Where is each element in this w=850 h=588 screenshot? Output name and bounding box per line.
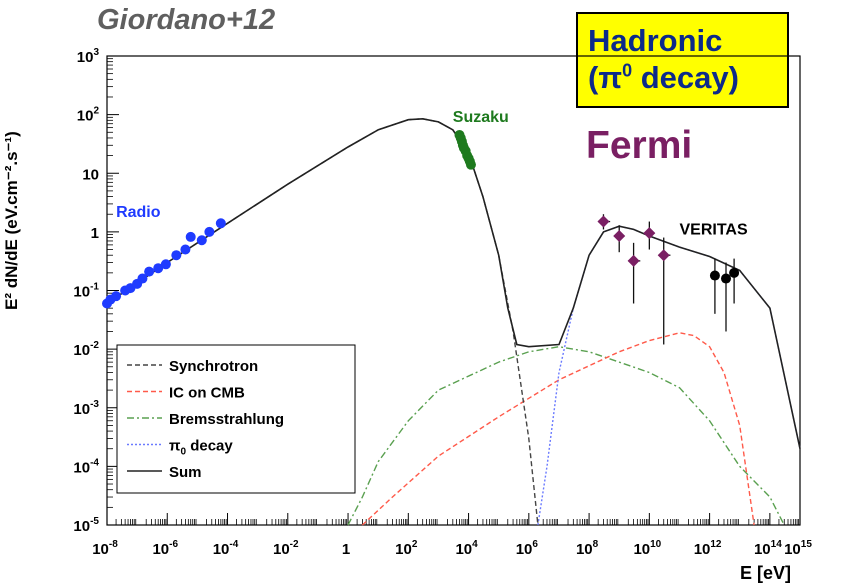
radio-point — [111, 291, 122, 302]
fermi-point — [613, 230, 626, 243]
y-tick-label: 102 — [77, 106, 100, 125]
model-curve-sum — [106, 117, 801, 449]
radio-point — [185, 231, 196, 242]
x-tick-label: 104 — [455, 539, 478, 558]
x-tick-label: 106 — [516, 539, 539, 558]
fermi-point — [627, 254, 640, 267]
x-tick-label: 1012 — [694, 539, 722, 558]
credit-label: Giordano+12 — [97, 4, 276, 36]
x-axis-label: E [eV] — [740, 563, 792, 583]
annotation-veritas: VERITAS — [679, 222, 747, 239]
legend-label-synchrotron: Synchrotron — [169, 358, 258, 375]
x-tick-label: 10-2 — [273, 539, 299, 558]
y-tick-label: 10-5 — [73, 516, 99, 535]
y-tick-label: 10-4 — [73, 457, 99, 476]
y-tick-label: 10-3 — [73, 399, 99, 418]
suzaku-point — [465, 159, 476, 170]
radio-point — [196, 235, 207, 246]
radio-point — [144, 266, 155, 277]
x-tick-label: 108 — [576, 539, 599, 558]
annotation-suzaku: Suzaku — [453, 109, 509, 126]
y-tick-label: 1 — [91, 225, 99, 242]
y-tick-label: 10 — [82, 166, 99, 183]
radio-point — [160, 259, 171, 270]
model-curve-brems — [347, 345, 785, 526]
fermi-label: Fermi — [586, 124, 693, 167]
legend-box — [116, 344, 356, 494]
x-tick-label: 10-4 — [213, 539, 239, 558]
y-tick-label: 10-1 — [73, 282, 99, 301]
radio-point — [137, 273, 148, 284]
radio-point — [204, 226, 215, 237]
x-tick-label: 1 — [342, 541, 350, 558]
legend-label-brems: Bremsstrahlung — [169, 411, 284, 428]
model-box-decay: decay) — [632, 60, 739, 95]
fermi-point — [643, 227, 656, 240]
x-tick-label: 1010 — [633, 539, 661, 558]
veritas-point — [729, 267, 740, 278]
fermi-point — [597, 215, 610, 228]
y-tick-label: 103 — [77, 47, 100, 66]
radio-point — [153, 263, 164, 274]
veritas-point — [709, 270, 720, 281]
x-tick-label: 10-8 — [92, 539, 118, 558]
model-curve-ic — [361, 332, 755, 526]
fermi-point — [657, 249, 670, 262]
model-box-line1: Hadronic — [588, 23, 723, 58]
x-tick-label: 1014 — [754, 539, 782, 558]
legend-label-pi0: π0 decay — [169, 438, 233, 458]
y-tick-label: 10-2 — [73, 340, 99, 359]
radio-point — [171, 250, 182, 261]
model-box-line2: (π0 decay) — [588, 59, 787, 96]
veritas-point — [721, 273, 732, 284]
legend-label-sum: Sum — [169, 464, 202, 481]
radio-point — [180, 244, 191, 255]
model-box-pi: (π — [588, 60, 623, 95]
annotation-radio: Radio — [116, 204, 161, 221]
legend-label-ic: IC on CMB — [169, 385, 245, 402]
model-curve-pi0 — [537, 225, 801, 526]
model-box-sup: 0 — [622, 60, 633, 81]
model-box: Hadronic (π0 decay) — [576, 12, 789, 108]
x-tick-label: 102 — [395, 539, 418, 558]
x-tick-label: 10-6 — [152, 539, 178, 558]
x-tick-label: 1015 — [784, 539, 812, 558]
radio-point — [215, 218, 226, 229]
